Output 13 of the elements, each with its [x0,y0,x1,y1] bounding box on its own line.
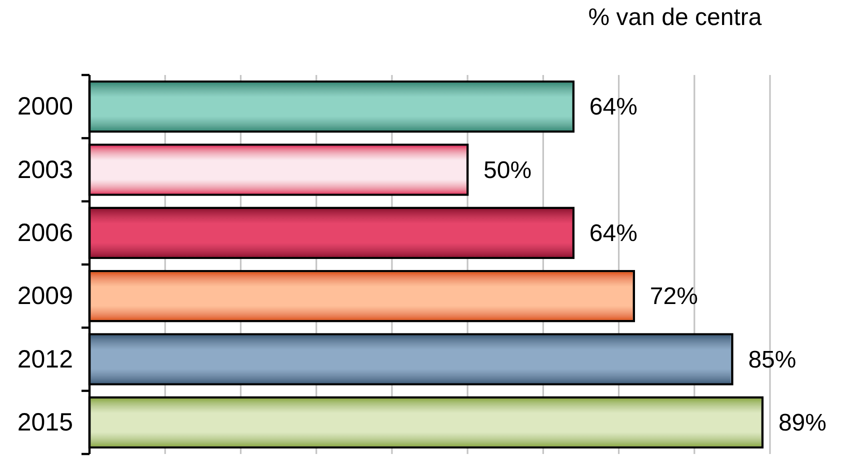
y-tick-label: 2012 [17,345,73,374]
y-tick-label: 2009 [17,282,73,310]
y-tick-label: 2000 [17,92,73,121]
y-tick-label: 2015 [17,408,73,436]
y-tick-label: 2006 [17,218,73,247]
y-tick-label: 2003 [17,156,73,184]
x-axis-title: % van de centra [588,4,762,31]
data-label: 64% [589,219,638,246]
data-label: 89% [778,408,826,436]
data-label: 64% [589,93,638,120]
data-label: 72% [650,282,698,310]
data-label: 85% [748,346,796,373]
data-label: 50% [484,156,532,184]
